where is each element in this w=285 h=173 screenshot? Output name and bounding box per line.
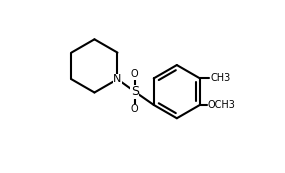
Text: O: O	[131, 70, 139, 79]
Text: N: N	[113, 74, 122, 84]
Text: OCH3: OCH3	[207, 100, 235, 110]
Text: CH3: CH3	[210, 73, 230, 83]
Text: O: O	[131, 104, 139, 114]
Text: S: S	[131, 85, 139, 98]
